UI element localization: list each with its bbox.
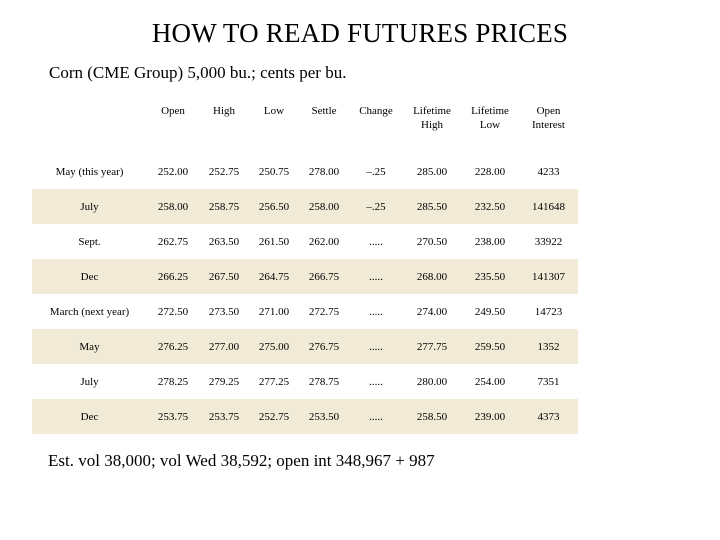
header-row: Open High Low Settle Change Lifetime Hig… xyxy=(32,88,578,154)
header-contract-month xyxy=(32,88,147,154)
cell-lifetime-low: 259.50 xyxy=(474,340,506,353)
cell-settle: 272.75 xyxy=(308,305,340,318)
cell-open: 253.75 xyxy=(157,410,189,423)
cell-open: 278.25 xyxy=(157,375,189,388)
header-lifetime-high: Lifetime High xyxy=(413,105,451,131)
table-body: May (this year) 252.00 252.75 250.75 278.00 –… xyxy=(32,154,578,434)
cell-lifetime-high: 258.50 xyxy=(416,410,448,423)
cell-open-interest: 141648 xyxy=(532,200,565,213)
cell-open: 266.25 xyxy=(157,270,189,283)
cell-lifetime-high: 280.00 xyxy=(416,375,448,388)
cell-lifetime-high: 268.00 xyxy=(416,270,448,283)
cell-open: 276.25 xyxy=(157,340,189,353)
table-row: May (this year) 252.00 252.75 250.75 278.00 –… xyxy=(32,154,578,189)
cell-open: 262.75 xyxy=(157,235,189,248)
cell-settle: 253.50 xyxy=(308,410,340,423)
cell-lifetime-low: 254.00 xyxy=(474,375,506,388)
cell-lifetime-high: 274.00 xyxy=(416,305,448,318)
cell-lifetime-low: 249.50 xyxy=(474,305,506,318)
cell-settle: 278.00 xyxy=(308,165,340,178)
cell-change: ..... xyxy=(369,270,383,283)
cell-settle: 258.00 xyxy=(308,200,340,213)
header-settle: Settle xyxy=(311,105,337,117)
cell-change: ..... xyxy=(369,410,383,423)
table-row: Dec 266.25 267.50 264.75 266.75..... 268.00 23… xyxy=(32,259,578,294)
cell-contract-month: May xyxy=(79,340,100,353)
cell-change: ..... xyxy=(369,305,383,318)
cell-low: 275.00 xyxy=(258,340,290,353)
cell-lifetime-high: 285.50 xyxy=(416,200,448,213)
cell-open-interest: 4373 xyxy=(537,410,560,423)
cell-low: 252.75 xyxy=(258,410,290,423)
table-row: July 278.25 279.25 277.25 278.75..... 280.00 2… xyxy=(32,364,578,399)
cell-open-interest: 1352 xyxy=(537,340,560,353)
cell-contract-month: July xyxy=(80,200,99,213)
cell-change: –.25 xyxy=(366,165,386,178)
cell-high: 253.75 xyxy=(208,410,240,423)
table-row: Sept. 262.75 263.50 261.50 262.00..... 270.50… xyxy=(32,224,578,259)
cell-lifetime-low: 232.50 xyxy=(474,200,506,213)
header-high: High xyxy=(213,105,235,117)
cell-lifetime-high: 277.75 xyxy=(416,340,448,353)
cell-lifetime-low: 239.00 xyxy=(474,410,506,423)
cell-low: 271.00 xyxy=(258,305,290,318)
volume-summary: Est. vol 38,000; vol Wed 38,592; open in… xyxy=(48,451,435,470)
cell-lifetime-low: 228.00 xyxy=(474,165,506,178)
header-open: Open xyxy=(161,105,185,117)
cell-low: 256.50 xyxy=(258,200,290,213)
cell-high: 273.50 xyxy=(208,305,240,318)
table-row: Dec 253.75 253.75 252.75 253.50..... 258.50 23… xyxy=(32,399,578,434)
cell-settle: 262.00 xyxy=(308,235,340,248)
cell-high: 267.50 xyxy=(208,270,240,283)
page-title: HOW TO READ FUTURES PRICES xyxy=(151,18,569,48)
cell-change: ..... xyxy=(369,235,383,248)
header-open-interest: Open Interest xyxy=(532,105,565,131)
cell-open: 272.50 xyxy=(157,305,189,318)
cell-open-interest: 7351 xyxy=(537,375,560,388)
cell-high: 252.75 xyxy=(208,165,240,178)
cell-contract-month: Sept. xyxy=(78,235,101,248)
table-row: March (next year) 272.50 273.50 271.00 272.7… xyxy=(32,294,578,329)
header-low: Low xyxy=(263,105,285,117)
cell-lifetime-low: 235.50 xyxy=(474,270,506,283)
cell-change: ..... xyxy=(369,340,383,353)
table-row: July 258.00 258.75 256.50 258.00 –.25 285.50 23… xyxy=(32,189,578,224)
cell-change: ..... xyxy=(369,375,383,388)
cell-settle: 278.75 xyxy=(308,375,340,388)
cell-contract-month: Dec xyxy=(80,270,99,283)
cell-low: 264.75 xyxy=(258,270,290,283)
cell-high: 277.00 xyxy=(208,340,240,353)
futures-table-container: Open High Low Settle Change Lifetime Hig… xyxy=(32,88,578,434)
cell-lifetime-high: 270.50 xyxy=(416,235,448,248)
contract-subtitle: Corn (CME Group) 5,000 bu.; cents per bu… xyxy=(49,63,347,82)
cell-open-interest: 141307 xyxy=(532,270,565,283)
cell-lifetime-high: 285.00 xyxy=(416,165,448,178)
cell-settle: 276.75 xyxy=(308,340,340,353)
cell-high: 258.75 xyxy=(208,200,240,213)
cell-high: 279.25 xyxy=(208,375,240,388)
cell-contract-month: July xyxy=(80,375,99,388)
cell-low: 261.50 xyxy=(258,235,290,248)
cell-contract-month: Dec xyxy=(80,410,99,423)
cell-contract-month: May (this year) xyxy=(55,165,124,178)
cell-open: 252.00 xyxy=(157,165,189,178)
header-lifetime-low: Lifetime Low xyxy=(471,105,509,131)
cell-lifetime-low: 238.00 xyxy=(474,235,506,248)
cell-high: 263.50 xyxy=(208,235,240,248)
futures-price-table: Open High Low Settle Change Lifetime Hig… xyxy=(32,88,578,434)
cell-settle: 266.75 xyxy=(308,270,340,283)
cell-open-interest: 14723 xyxy=(534,305,563,318)
cell-contract-month: March (next year) xyxy=(49,305,130,318)
cell-low: 277.25 xyxy=(258,375,290,388)
cell-change: –.25 xyxy=(366,200,386,213)
cell-open-interest: 33922 xyxy=(534,235,563,248)
cell-open: 258.00 xyxy=(157,200,189,213)
table-header: Open High Low Settle Change Lifetime Hig… xyxy=(32,88,578,154)
cell-low: 250.75 xyxy=(258,165,290,178)
cell-open-interest: 4233 xyxy=(537,165,560,178)
header-change: Change xyxy=(359,105,393,117)
table-row: May 276.25 277.00 275.00 276.75..... 277.75 25… xyxy=(32,329,578,364)
